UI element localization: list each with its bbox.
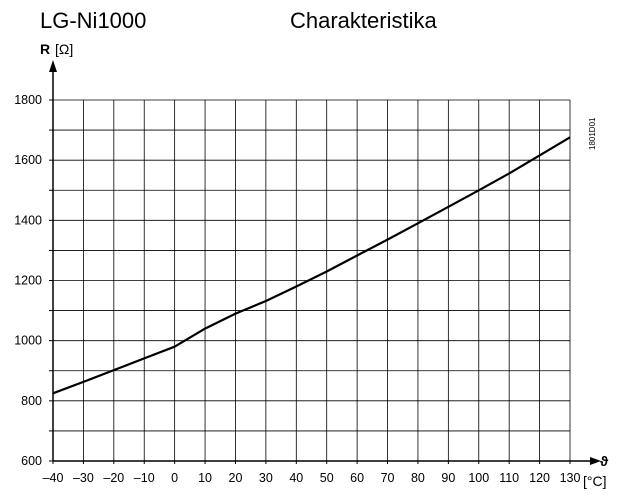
x-tick-label: 30	[259, 471, 273, 485]
y-tick-label: 600	[21, 454, 42, 468]
x-tick-label: –20	[103, 471, 124, 485]
x-tick-label: 10	[198, 471, 212, 485]
x-tick-label: –30	[73, 471, 94, 485]
y-tick-labels: 600 800 1000 1200 1400 1600 1800	[14, 93, 42, 468]
x-tick-label: 110	[499, 471, 519, 485]
x-tick-label: 80	[411, 471, 425, 485]
x-tick-label: –10	[134, 471, 155, 485]
y-tick-label: 1000	[14, 334, 42, 348]
x-axis-unit: [°C]	[583, 473, 607, 489]
series	[52, 136, 571, 395]
x-tick-label: 50	[320, 471, 334, 485]
y-tick-label: 800	[21, 394, 42, 408]
y-tick-label: 1800	[14, 93, 42, 107]
x-tick-label: 70	[381, 471, 395, 485]
y-tick-label: 1400	[14, 213, 42, 227]
x-tick-label: 20	[229, 471, 243, 485]
axes	[49, 60, 601, 465]
x-tick-label: 130	[560, 471, 581, 485]
x-tick-label: 90	[441, 471, 455, 485]
x-tick-label: 0	[171, 471, 178, 485]
x-tick-label: 40	[289, 471, 303, 485]
grid	[52, 99, 571, 462]
y-tick-label: 1200	[14, 274, 42, 288]
x-tick-labels: –40 –30 –20 –10 0 10 20 30 40 50 60 70 80 90 100 110 120…	[43, 471, 581, 485]
y-tick-label: 1600	[14, 153, 42, 167]
x-tick-label: 100	[468, 471, 489, 485]
chart-title: LG-Ni1000	[40, 8, 146, 33]
y-axis-unit: [Ω]	[55, 41, 73, 57]
figure-code: 1801D01	[588, 117, 597, 150]
series-line	[52, 136, 571, 395]
y-axis-arrow	[49, 60, 57, 72]
x-tick-label: 60	[350, 471, 364, 485]
x-axis-symbol: ϑ	[600, 453, 609, 469]
x-tick-label: –40	[43, 471, 64, 485]
chart-subtitle: Charakteristika	[290, 8, 437, 33]
x-axis-arrow	[590, 457, 601, 465]
x-tick-label: 120	[529, 471, 550, 485]
y-axis-symbol: R	[40, 41, 50, 57]
